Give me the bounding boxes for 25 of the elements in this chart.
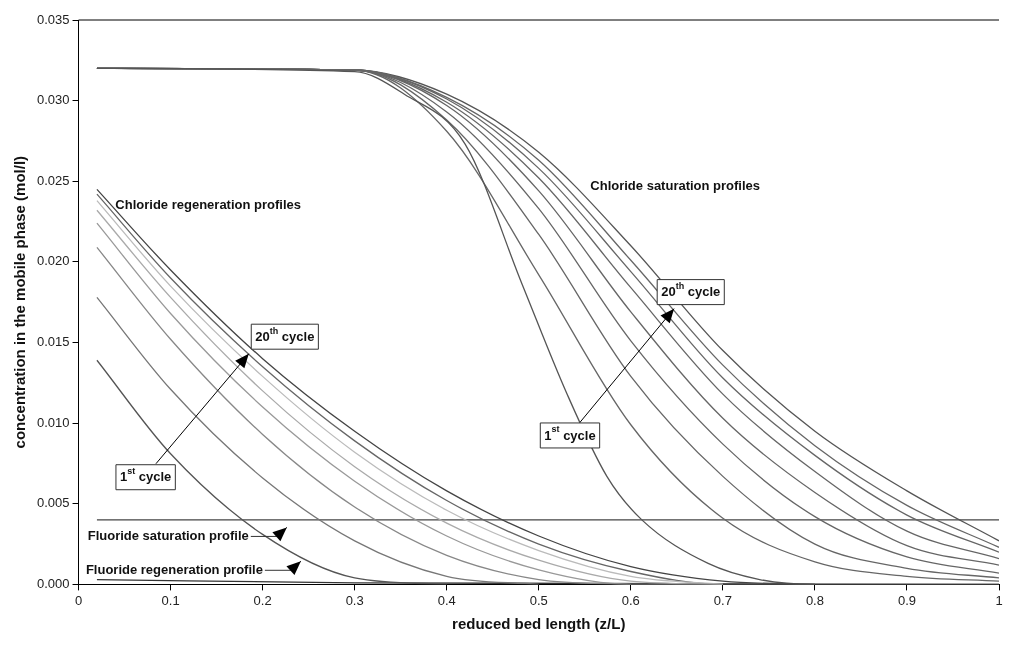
x-tick-label: 0.7: [713, 592, 732, 608]
annotation: Chloride regeneration profiles: [115, 196, 302, 212]
x-axis-title: reduced bed length (z/L): [452, 615, 626, 633]
x-tick-label: 0.2: [253, 592, 272, 608]
x-tick-label: 0: [74, 592, 83, 608]
y-tick-label: 0.025: [36, 172, 70, 188]
y-tick-label: 0.035: [36, 11, 70, 27]
x-tick-label: 0.3: [345, 592, 364, 608]
y-tick-label: 0.030: [36, 92, 70, 108]
y-tick-label: 0.000: [36, 575, 70, 591]
annotation: Fluoride regeneration profile: [85, 561, 263, 577]
x-tick-label: 1: [995, 592, 1003, 608]
y-tick-label: 0.015: [36, 334, 70, 350]
x-tick-label: 0.4: [437, 592, 456, 608]
x-tick-label: 0.1: [161, 592, 180, 608]
y-axis-title: concentration in the mobile phase (mol/l): [11, 155, 29, 449]
y-tick-label: 0.005: [36, 495, 70, 511]
x-tick-label: 0.8: [805, 592, 824, 608]
x-tick-label: 0.9: [897, 592, 916, 608]
y-tick-label: 0.020: [36, 253, 70, 269]
annotation: Fluoride saturation profile: [87, 528, 249, 543]
y-tick-label: 0.010: [36, 414, 70, 430]
annotation: Chloride saturation profiles: [590, 177, 761, 193]
x-tick-label: 0.5: [529, 592, 548, 608]
x-tick-label: 0.6: [621, 592, 640, 608]
